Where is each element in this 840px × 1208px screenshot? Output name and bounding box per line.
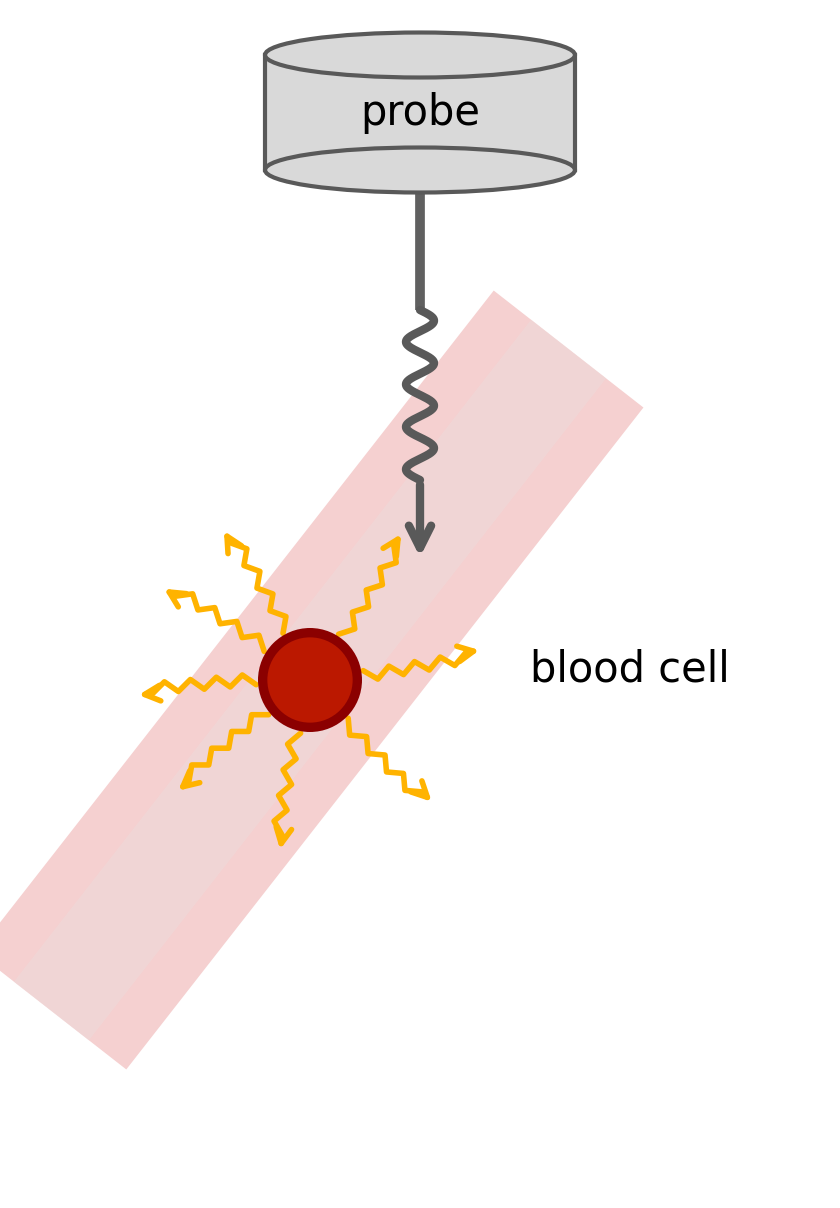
Circle shape (267, 638, 353, 722)
Circle shape (258, 628, 362, 732)
Polygon shape (0, 291, 643, 1069)
Text: probe: probe (360, 92, 480, 134)
Text: blood cell: blood cell (530, 649, 730, 691)
Polygon shape (14, 320, 606, 1040)
Ellipse shape (265, 33, 575, 77)
Ellipse shape (265, 147, 575, 192)
